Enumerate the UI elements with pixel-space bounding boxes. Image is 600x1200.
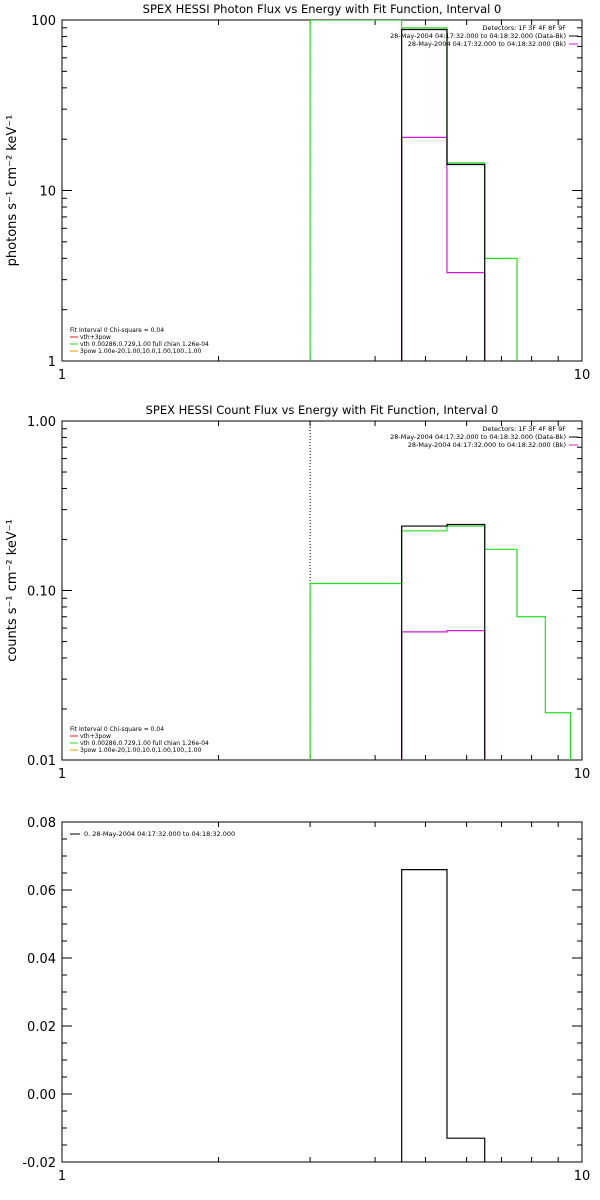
series-black-step <box>401 869 486 1162</box>
chart-panel-2: SPEX HESSI Count Flux vs Energy with Fit… <box>5 403 590 782</box>
fit-legend-entry: 3pow 1.00e-20,1.00,10.0,1.00,100.,1.00 <box>80 747 201 754</box>
x-tick-label: 10 <box>574 767 591 782</box>
plot-frame <box>61 19 583 362</box>
y-tick-label: 0.08 <box>27 816 56 831</box>
y-tick-label: 10 <box>39 185 56 200</box>
y-tick-label: 1.00 <box>27 415 56 430</box>
y-tick-label: 100 <box>31 14 56 29</box>
y-tick-label: -0.02 <box>22 1156 56 1171</box>
series-green-step <box>309 20 518 361</box>
legend-entry: 28-May-2004 04:17:32.000 to 04:18:32.000… <box>408 441 566 449</box>
y-tick-label: 1 <box>48 355 56 370</box>
legend-entry: Detectors: 1F 3F 4F 8F 9F <box>482 425 566 433</box>
data-area <box>401 869 486 1162</box>
x-tick-label: 1 <box>58 767 66 782</box>
x-tick-label: 10 <box>574 368 591 383</box>
legend-entry: 28-May-2004 04:17:32.000 to 04:18:32.000… <box>390 32 566 40</box>
chart-title: SPEX HESSI Photon Flux vs Energy with Fi… <box>143 2 502 16</box>
fit-legend-entry: vth+3pow <box>80 334 111 341</box>
y-tick-label: 0.10 <box>27 585 56 600</box>
plot-frame <box>61 420 583 761</box>
fit-legend-entry: vth+3pow <box>80 733 111 740</box>
chart-panel-3: 1 10 -0.02 0.00 0.02 0.04 0.06 0.08 0. 28-May-20… <box>22 816 590 1184</box>
fit-legend-entry: Fit Interval 0 Chi-square = 0.04 <box>70 726 164 733</box>
y-tick-label: 0.01 <box>27 754 56 769</box>
x-tick-label: 10 <box>574 1169 591 1184</box>
x-tick-label: 1 <box>58 1169 66 1184</box>
y-axis-label: photons s⁻¹ cm⁻² keV⁻¹ <box>5 115 20 267</box>
fit-legend-entry: vth 0.00286,0.729,1.00 full chian 1.26e-… <box>80 341 209 348</box>
y-tick-label: 0.04 <box>27 952 56 967</box>
y-tick-label: 0.02 <box>27 1020 56 1035</box>
x-tick-label: 1 <box>58 368 66 383</box>
legend-entry: 28-May-2004 04:17:32.000 to 04:18:32.000… <box>408 40 566 48</box>
legend-entry: 28-May-2004 04:17:32.000 to 04:18:32.000… <box>390 433 566 441</box>
data-area <box>309 20 518 361</box>
series-green-step <box>309 525 572 760</box>
y-axis-label: counts s⁻¹ cm⁻² keV⁻¹ <box>5 519 20 662</box>
y-tick-label: 0.06 <box>27 884 56 899</box>
fit-legend-entry: Fit Interval 0 Chi-square = 0.04 <box>70 327 164 334</box>
fit-legend-entry: 3pow 1.00e-20,1.00,10.0,1.00,100.,1.00 <box>80 348 201 355</box>
series-black-step <box>401 28 486 361</box>
chart-panel-1: SPEX HESSI Photon Flux vs Energy with Fi… <box>5 2 590 383</box>
series-magenta-step <box>401 136 486 361</box>
data-area <box>309 421 572 760</box>
legend-entry: Detectors: 1F 3F 4F 8F 9F <box>482 24 566 32</box>
legend-entry: 0. 28-May-2004 04:17:32.000 to 04:18:32.… <box>84 830 235 838</box>
fit-legend-entry: vth 0.00286,0.729,1.00 full chian 1.26e-… <box>80 740 209 747</box>
plot-frame <box>61 821 583 1163</box>
series-magenta-step <box>401 629 486 760</box>
y-tick-label: 0.00 <box>27 1088 56 1103</box>
series-black-step <box>401 523 486 760</box>
chart-title: SPEX HESSI Count Flux vs Energy with Fit… <box>146 403 499 417</box>
